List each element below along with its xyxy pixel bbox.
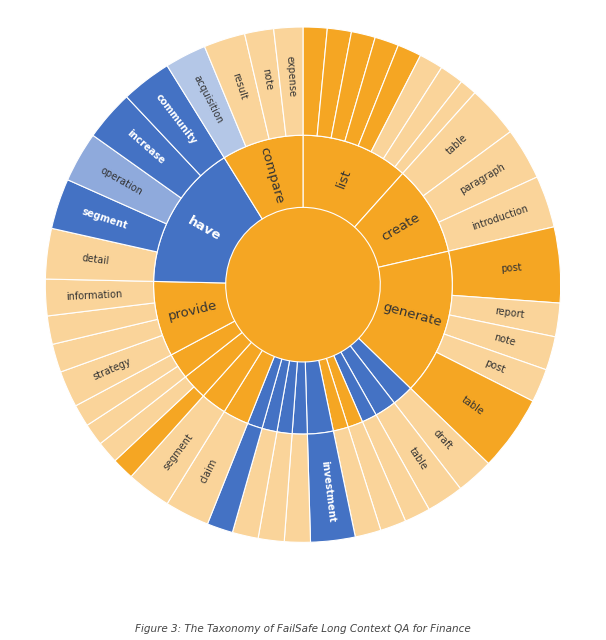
Wedge shape (319, 358, 348, 431)
Wedge shape (303, 27, 327, 136)
Wedge shape (87, 366, 185, 444)
Wedge shape (331, 31, 375, 141)
Wedge shape (307, 431, 355, 542)
Text: acquisition: acquisition (191, 73, 224, 125)
Text: investment: investment (319, 461, 336, 524)
Wedge shape (341, 346, 395, 415)
Text: generate: generate (381, 301, 443, 330)
Text: draft: draft (431, 428, 454, 452)
Text: segment: segment (161, 431, 195, 472)
Text: note: note (261, 67, 274, 91)
Text: table: table (445, 132, 470, 156)
Text: have: have (185, 214, 224, 243)
Text: information: information (66, 289, 123, 301)
Wedge shape (348, 422, 405, 531)
Wedge shape (127, 66, 224, 176)
Wedge shape (449, 296, 560, 337)
Text: segment: segment (81, 207, 129, 231)
Wedge shape (350, 339, 411, 403)
Wedge shape (384, 67, 462, 167)
Wedge shape (47, 303, 158, 344)
Text: detail: detail (82, 253, 110, 266)
Wedge shape (262, 359, 290, 432)
Wedge shape (284, 434, 310, 542)
Wedge shape (359, 251, 453, 388)
Wedge shape (403, 93, 510, 196)
Wedge shape (248, 356, 282, 428)
Wedge shape (153, 282, 235, 355)
Text: introduction: introduction (471, 203, 530, 232)
Wedge shape (376, 403, 461, 509)
Text: post: post (500, 263, 522, 275)
Wedge shape (167, 412, 248, 524)
Wedge shape (61, 335, 171, 406)
Wedge shape (68, 136, 181, 224)
Wedge shape (273, 27, 303, 136)
Wedge shape (52, 319, 162, 372)
Wedge shape (444, 315, 555, 370)
Wedge shape (131, 396, 224, 504)
Wedge shape (371, 56, 442, 159)
Wedge shape (411, 352, 533, 463)
Wedge shape (327, 356, 362, 427)
Text: expense: expense (285, 56, 298, 97)
Text: report: report (494, 307, 525, 321)
Wedge shape (207, 424, 262, 532)
Text: increase: increase (125, 129, 167, 166)
Wedge shape (167, 47, 246, 157)
Text: table: table (407, 445, 429, 472)
Text: provide: provide (167, 299, 219, 323)
Wedge shape (76, 355, 178, 425)
Wedge shape (395, 388, 488, 488)
Wedge shape (203, 342, 262, 412)
Wedge shape (100, 377, 194, 461)
Wedge shape (245, 29, 286, 139)
Wedge shape (292, 362, 307, 434)
Text: strategy: strategy (92, 356, 133, 382)
Text: result: result (230, 71, 248, 100)
Wedge shape (205, 34, 269, 147)
Wedge shape (358, 45, 421, 152)
Wedge shape (277, 361, 298, 434)
Text: Figure 3: The Taxonomy of FailSafe Long Context QA for Finance: Figure 3: The Taxonomy of FailSafe Long … (135, 623, 471, 634)
Text: post: post (484, 358, 507, 375)
Text: create: create (379, 211, 422, 243)
Wedge shape (362, 415, 429, 521)
Text: list: list (334, 167, 353, 190)
Wedge shape (52, 180, 167, 252)
Wedge shape (436, 334, 546, 401)
Text: paragraph: paragraph (458, 161, 507, 196)
Wedge shape (305, 360, 333, 434)
Wedge shape (258, 432, 292, 541)
Wedge shape (185, 332, 251, 396)
Text: claim: claim (199, 457, 219, 485)
Wedge shape (224, 135, 303, 219)
Wedge shape (317, 28, 351, 138)
Wedge shape (448, 227, 561, 303)
Wedge shape (93, 97, 201, 198)
Wedge shape (345, 37, 398, 146)
Text: operation: operation (99, 165, 145, 197)
Text: note: note (492, 333, 516, 348)
Wedge shape (395, 81, 475, 173)
Wedge shape (333, 427, 381, 537)
Wedge shape (115, 387, 203, 477)
Text: community: community (153, 92, 198, 147)
Circle shape (225, 207, 381, 362)
Wedge shape (303, 135, 403, 227)
Wedge shape (334, 352, 376, 422)
Wedge shape (171, 321, 242, 377)
Wedge shape (224, 350, 275, 424)
Wedge shape (153, 157, 262, 283)
Wedge shape (45, 228, 157, 282)
Wedge shape (45, 279, 155, 316)
Text: compare: compare (258, 146, 286, 205)
Text: table: table (460, 394, 486, 417)
Wedge shape (355, 173, 448, 268)
Wedge shape (423, 132, 537, 222)
Wedge shape (439, 177, 554, 251)
Wedge shape (232, 428, 277, 538)
